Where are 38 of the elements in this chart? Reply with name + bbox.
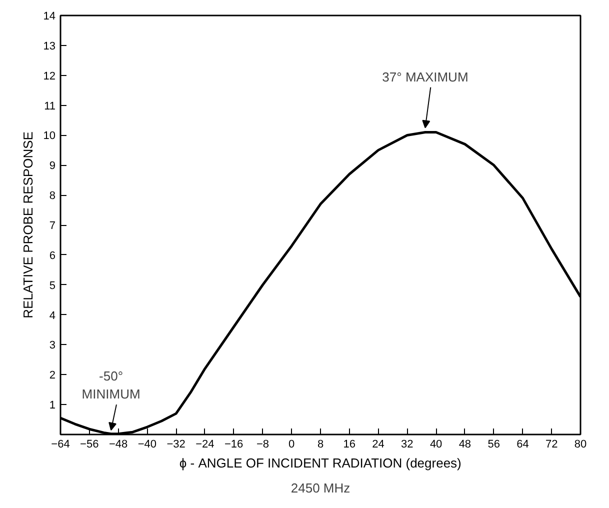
y-tick-label: 7 [49,220,56,232]
x-tick-label: 48 [458,438,472,450]
x-tick-label: −56 [80,438,99,450]
x-tick-label: −64 [51,438,70,450]
y-tick-label: 3 [49,340,56,352]
x-tick-label: −24 [196,438,214,450]
x-tick-label: 80 [574,438,587,450]
x-tick-label: 40 [430,438,442,450]
y-tick-label: 10 [43,130,56,142]
y-tick-label: 2 [49,370,56,382]
x-tick-label: 32 [401,438,414,450]
text: 2450 MHz [290,480,350,496]
y-tick-label: 11 [44,100,56,112]
x-tick-label: 72 [545,438,558,450]
x-tick-label: −8 [256,438,269,450]
y-tick-label: 8 [49,190,56,202]
y-axis-title: RELATIVE PROBE RESPONSE [20,131,36,318]
x-tick-label: −32 [166,438,186,450]
y-tick-label: 5 [49,280,56,292]
x-tick-label: −48 [108,438,128,450]
y-tick-label: 4 [49,310,56,322]
y-tick-label: 9 [49,160,56,172]
y-tick-label: 6 [49,250,56,262]
annotation: -50° MINIMUM [82,368,140,402]
y-tick-label: 14 [43,10,56,22]
x-tick-label: 24 [372,438,384,450]
x-tick-label: 0 [288,438,295,450]
x-axis-title: ϕ - ANGLE OF INCIDENT RADIATION (degrees) [179,456,462,470]
annotation: 37° MAXIMUM [382,69,468,84]
x-tick-label: 64 [516,438,529,450]
x-tick-label: −40 [138,438,157,450]
x-tick-label: 16 [343,438,356,450]
y-tick-label: 12 [43,70,56,82]
x-tick-label: −16 [224,438,244,450]
y-tick-label: 1 [49,400,56,412]
y-tick-label: 13 [43,40,56,52]
x-tick-label: 56 [488,438,500,450]
x-tick-label: 8 [317,438,324,450]
